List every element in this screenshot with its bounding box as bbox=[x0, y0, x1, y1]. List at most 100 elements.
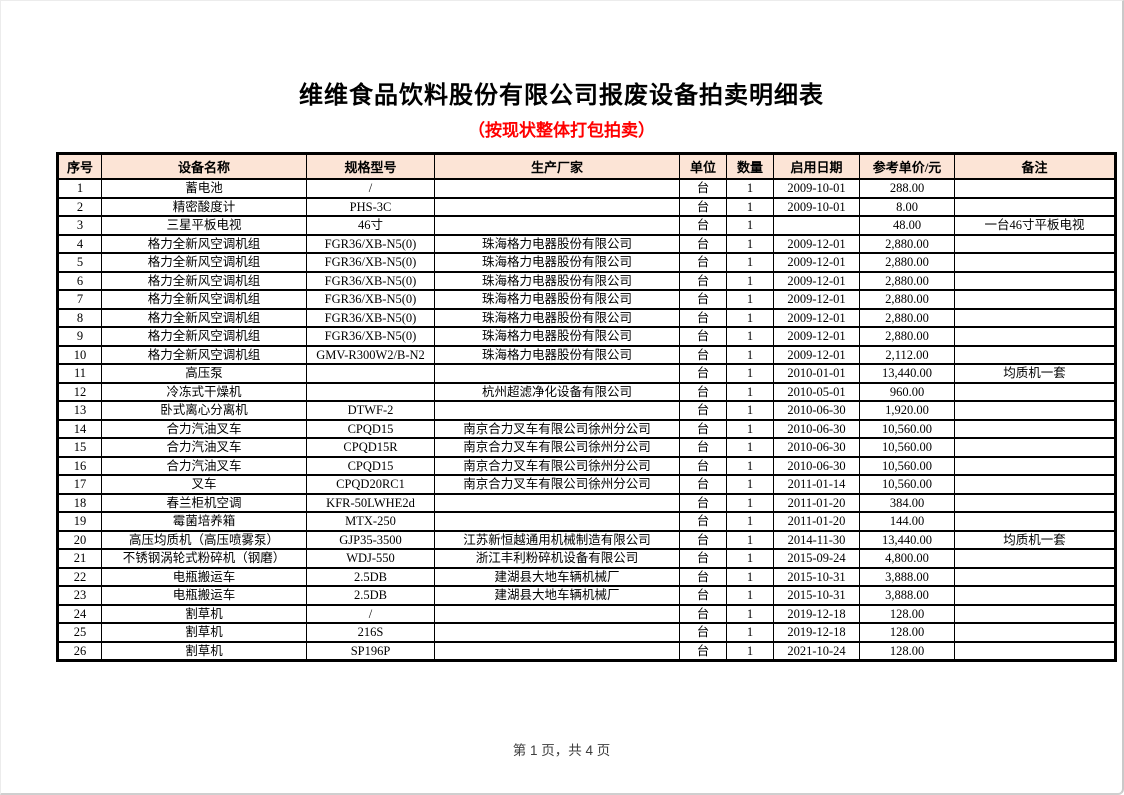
equipment-table-body: 1 蓄电池 / 台 1 2009-10-01 288.00 2 精密酸度计 PHS-3C 台 1 200… bbox=[57, 178, 1116, 662]
table-cell bbox=[954, 270, 1116, 291]
equipment-table: 序号 设备名称 规格型号 生产厂家 单位 数量 启用日期 参考单价/元 备注 1 蓄电池 / 台 1 20… bbox=[56, 152, 1117, 662]
table-cell bbox=[773, 215, 860, 236]
table-cell bbox=[434, 178, 680, 199]
table-cell: 128.00 bbox=[859, 603, 955, 624]
table-cell: 合力汽油叉车 bbox=[101, 455, 307, 476]
table-cell: 南京合力叉车有限公司徐州分公司 bbox=[434, 455, 680, 476]
table-cell bbox=[954, 233, 1116, 254]
table-cell: 2,880.00 bbox=[859, 233, 955, 254]
table-cell: CPQD20RC1 bbox=[306, 474, 435, 495]
table-cell: 2021-10-24 bbox=[773, 640, 860, 662]
table-cell: GMV-R300W2/B-N2 bbox=[306, 344, 435, 365]
table-cell: 2009-12-01 bbox=[773, 344, 860, 365]
column-header: 备注 bbox=[954, 152, 1116, 180]
table-cell: 格力全新风空调机组 bbox=[101, 307, 307, 328]
table-cell: 2015-09-24 bbox=[773, 548, 860, 569]
table-cell: 割草机 bbox=[101, 622, 307, 643]
table-cell: 2009-12-01 bbox=[773, 289, 860, 310]
table-cell: PHS-3C bbox=[306, 196, 435, 217]
table-cell: CPQD15 bbox=[306, 455, 435, 476]
table-cell: 台 bbox=[679, 270, 727, 291]
column-header: 规格型号 bbox=[306, 152, 435, 180]
table-cell: 台 bbox=[679, 492, 727, 513]
table-cell: 128.00 bbox=[859, 640, 955, 662]
column-header: 单位 bbox=[679, 152, 727, 180]
table-cell: 台 bbox=[679, 585, 727, 606]
table-cell: 高压均质机（高压喷雾泵） bbox=[101, 529, 307, 550]
table-cell: 珠海格力电器股份有限公司 bbox=[434, 289, 680, 310]
table-cell: FGR36/XB-N5(0) bbox=[306, 252, 435, 273]
table-cell: 2009-12-01 bbox=[773, 307, 860, 328]
table-cell: 2,880.00 bbox=[859, 252, 955, 273]
table-cell: / bbox=[306, 178, 435, 199]
table-cell: 2010-06-30 bbox=[773, 437, 860, 458]
table-cell: 46寸 bbox=[306, 215, 435, 236]
table-cell: FGR36/XB-N5(0) bbox=[306, 307, 435, 328]
table-cell: 10,560.00 bbox=[859, 418, 955, 439]
table-cell: KFR-50LWHE2d bbox=[306, 492, 435, 513]
table-cell bbox=[954, 326, 1116, 347]
column-header: 序号 bbox=[57, 152, 102, 180]
table-cell bbox=[954, 640, 1116, 662]
table-cell bbox=[954, 344, 1116, 365]
table-cell: 台 bbox=[679, 344, 727, 365]
table-cell: 4 bbox=[57, 233, 102, 254]
table-cell bbox=[434, 492, 680, 513]
table-cell: 台 bbox=[679, 548, 727, 569]
table-cell bbox=[954, 381, 1116, 402]
table-cell bbox=[954, 196, 1116, 217]
table-row: 23 电瓶搬运车 2.5DB 建湖县大地车辆机械厂台 1 2015-10-31 3,888.… bbox=[57, 585, 1116, 606]
table-cell bbox=[954, 622, 1116, 643]
table-cell: 格力全新风空调机组 bbox=[101, 252, 307, 273]
table-cell: 3 bbox=[57, 215, 102, 236]
table-cell: CPQD15R bbox=[306, 437, 435, 458]
table-cell bbox=[954, 400, 1116, 421]
table-cell: 格力全新风空调机组 bbox=[101, 270, 307, 291]
table-row: 24 割草机 / 台 1 2019-12-18 128.00 bbox=[57, 603, 1116, 624]
table-cell: 2009-10-01 bbox=[773, 196, 860, 217]
table-cell: 珠海格力电器股份有限公司 bbox=[434, 233, 680, 254]
table-cell: 1,920.00 bbox=[859, 400, 955, 421]
equipment-table-header-row: 序号 设备名称 规格型号 生产厂家 单位 数量 启用日期 参考单价/元 备注 bbox=[57, 152, 1116, 180]
table-cell: 22 bbox=[57, 566, 102, 587]
table-cell: 1 bbox=[726, 529, 774, 550]
table-row: 6 格力全新风空调机组 FGR36/XB-N5(0) 珠海格力电器股份有限公司台 1 20… bbox=[57, 270, 1116, 291]
table-cell: 割草机 bbox=[101, 640, 307, 662]
table-cell: 1 bbox=[726, 474, 774, 495]
table-row: 18 春兰柜机空调 KFR-50LWHE2d 台 1 2011-01-20 384.00 bbox=[57, 492, 1116, 513]
page-subtitle: （按现状整体打包拍卖） bbox=[468, 121, 655, 140]
table-cell: 18 bbox=[57, 492, 102, 513]
table-cell: 江苏新恒越通用机械制造有限公司 bbox=[434, 529, 680, 550]
table-cell: 2010-06-30 bbox=[773, 400, 860, 421]
table-cell: / bbox=[306, 603, 435, 624]
table-cell: 1 bbox=[726, 400, 774, 421]
table-cell: 南京合力叉车有限公司徐州分公司 bbox=[434, 418, 680, 439]
table-cell: 不锈钢涡轮式粉碎机（钢磨） bbox=[101, 548, 307, 569]
table-row: 3 三星平板电视 46寸 台 1 48.00 一台46寸平板电视 bbox=[57, 215, 1116, 236]
table-cell: 2009-12-01 bbox=[773, 270, 860, 291]
table-cell: 台 bbox=[679, 196, 727, 217]
table-cell: 2010-01-01 bbox=[773, 363, 860, 384]
table-cell: 南京合力叉车有限公司徐州分公司 bbox=[434, 437, 680, 458]
table-cell: 珠海格力电器股份有限公司 bbox=[434, 307, 680, 328]
table-cell: 9 bbox=[57, 326, 102, 347]
table-cell: FGR36/XB-N5(0) bbox=[306, 233, 435, 254]
table-cell: 1 bbox=[726, 215, 774, 236]
table-cell bbox=[434, 603, 680, 624]
table-cell: 台 bbox=[679, 622, 727, 643]
table-cell: 25 bbox=[57, 622, 102, 643]
table-cell: 珠海格力电器股份有限公司 bbox=[434, 326, 680, 347]
table-cell: 13,440.00 bbox=[859, 363, 955, 384]
table-cell: GJP35-3500 bbox=[306, 529, 435, 550]
table-cell: 1 bbox=[726, 548, 774, 569]
table-cell: 格力全新风空调机组 bbox=[101, 289, 307, 310]
table-cell: 台 bbox=[679, 437, 727, 458]
table-cell: 杭州超滤净化设备有限公司 bbox=[434, 381, 680, 402]
table-cell: 台 bbox=[679, 307, 727, 328]
table-row: 26 割草机 SP196P 台 1 2021-10-24 128.00 bbox=[57, 640, 1116, 662]
table-cell bbox=[954, 566, 1116, 587]
table-cell: 960.00 bbox=[859, 381, 955, 402]
table-cell: 1 bbox=[726, 363, 774, 384]
table-cell bbox=[434, 640, 680, 662]
table-cell: 2.5DB bbox=[306, 585, 435, 606]
